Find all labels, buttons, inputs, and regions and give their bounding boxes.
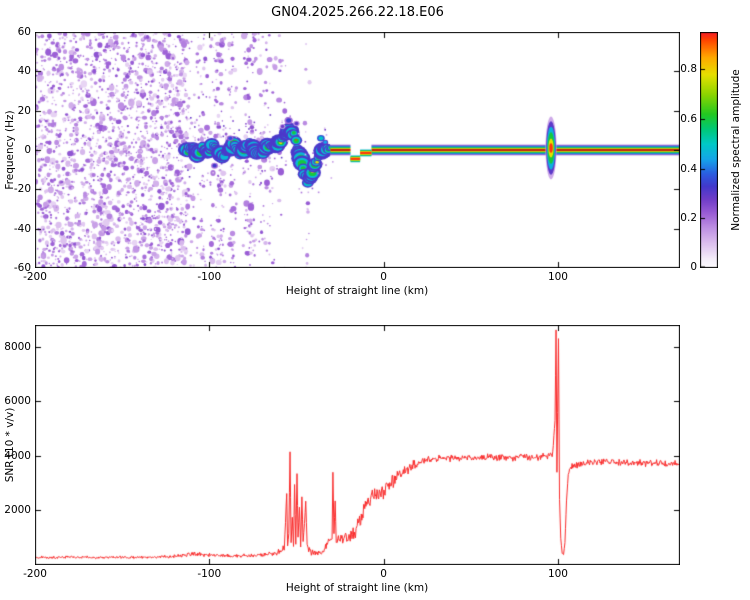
spectrogram-canvas	[35, 32, 680, 268]
tick-label: -200	[23, 568, 47, 580]
tick-label: 0.2	[680, 212, 697, 225]
snr-canvas	[35, 325, 680, 565]
tick-label: 0	[24, 144, 31, 156]
snr-y-axis-label: SNR (10 * v/v)	[4, 407, 16, 483]
tick-label: -200	[23, 271, 47, 283]
tick-label: 0.6	[680, 112, 697, 125]
tick-label: -100	[197, 271, 222, 283]
tick-label: -100	[197, 568, 222, 580]
spectrogram-x-axis-label: Height of straight line (km)	[285, 285, 429, 297]
tick-label: 60	[17, 26, 31, 38]
snr-x-axis-label: Height of straight line (km)	[285, 582, 429, 594]
tick-label: 0	[380, 568, 387, 580]
tick-label: 0.8	[680, 63, 697, 76]
spectrogram-y-axis-label: Frequency (Hz)	[4, 110, 16, 190]
colorbar-label: Normalized spectral amplitude	[730, 69, 742, 231]
tick-label: 0	[380, 271, 387, 283]
tick-label: 0.4	[680, 162, 697, 175]
tick-label: 20	[17, 104, 31, 117]
tick-label: 6000	[4, 395, 31, 408]
tick-label: 0	[690, 261, 697, 273]
tick-label: 40	[17, 65, 31, 78]
tick-label: -20	[13, 183, 31, 196]
tick-label: 100	[547, 271, 568, 283]
figure-title: GN04.2025.266.22.18.E06	[271, 5, 444, 20]
tick-label: 4000	[4, 449, 31, 462]
tick-label: 2000	[4, 504, 31, 517]
tick-label: 100	[547, 568, 568, 580]
tick-label: -60	[13, 262, 31, 274]
tick-label: 8000	[4, 340, 31, 353]
tick-label: -40	[13, 222, 31, 235]
colorbar-canvas	[700, 32, 718, 268]
